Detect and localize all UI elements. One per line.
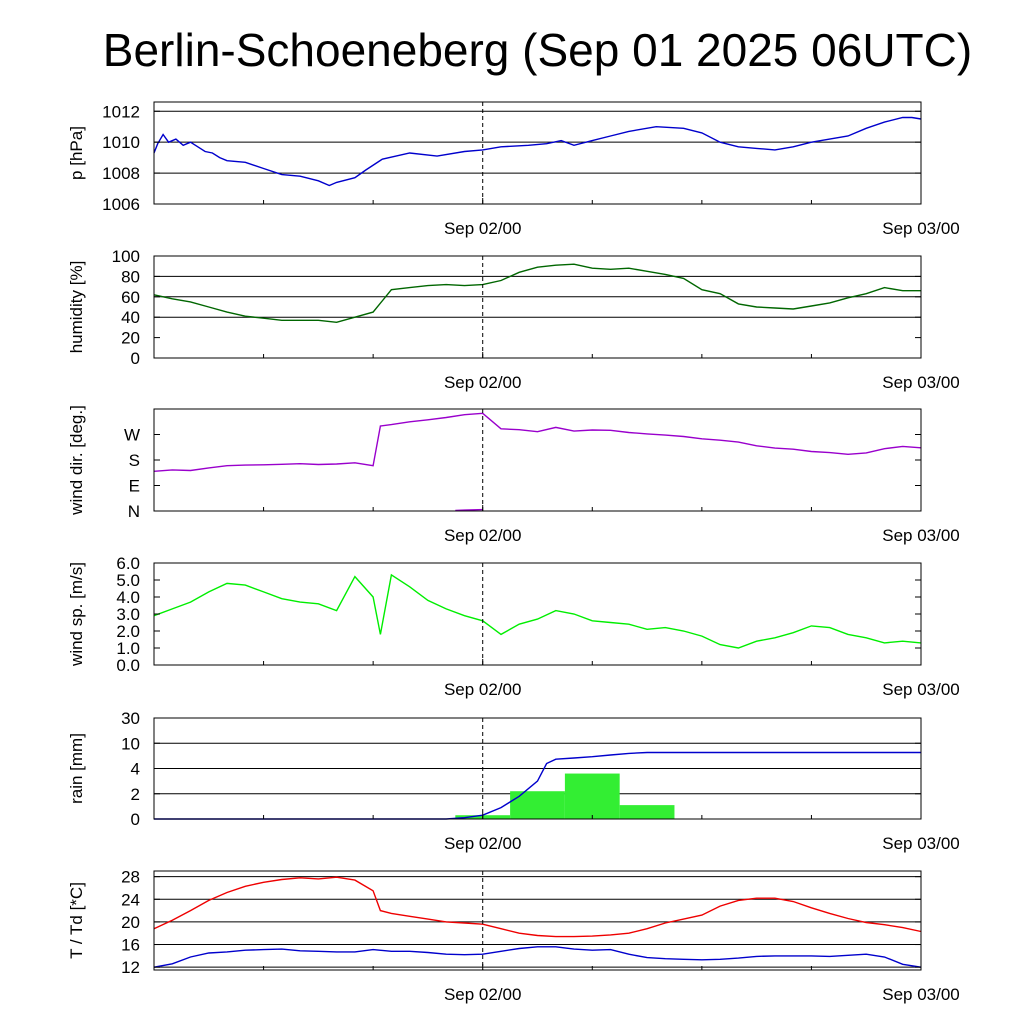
series-line-1 (153, 263, 921, 324)
plot-frame (153, 101, 922, 205)
y-tick-label: 16 (121, 936, 140, 955)
rain-bar (619, 805, 675, 819)
series-line-1 (153, 573, 922, 649)
y-tick-label: 24 (121, 890, 140, 909)
series-line-2 (455, 508, 483, 512)
x-tick-label: Sep 02/00 (444, 373, 522, 392)
panel-5 (153, 717, 922, 820)
plot-frame (153, 408, 922, 512)
y-tick-label: 1008 (102, 164, 140, 183)
y-tick-label: 6.0 (116, 554, 140, 573)
y-axis-label: wind sp. [m/s] (67, 562, 86, 667)
y-tick-label: 20 (121, 913, 140, 932)
y-tick-label: 0.0 (116, 656, 140, 675)
y-tick-label: 1012 (102, 102, 140, 121)
y-tick-label: 1010 (102, 133, 140, 152)
y-tick-label: 1006 (102, 195, 140, 214)
x-tick-label: Sep 03/00 (882, 526, 960, 545)
series-line-1 (153, 116, 922, 187)
x-tick-label: Sep 02/00 (444, 680, 522, 699)
y-tick-label: W (124, 426, 140, 445)
x-tick-label: Sep 02/00 (444, 219, 522, 238)
plot-frame (153, 255, 922, 359)
series-line-1 (154, 751, 921, 820)
y-axis-label: humidity [%] (67, 261, 86, 354)
panel-6 (153, 870, 922, 971)
y-tick-label: 60 (121, 288, 140, 307)
x-tick-label: Sep 02/00 (444, 834, 522, 853)
rain-bar (510, 791, 565, 819)
y-tick-label: 1.0 (116, 639, 140, 658)
y-tick-label: 2 (131, 785, 140, 804)
y-tick-label: 4.0 (116, 588, 140, 607)
y-tick-label: 0 (131, 810, 140, 829)
x-tick-label: Sep 03/00 (882, 985, 960, 1004)
series-line-2 (153, 946, 922, 968)
x-tick-label: Sep 02/00 (444, 985, 522, 1004)
x-tick-label: Sep 03/00 (882, 219, 960, 238)
panel-2 (153, 255, 922, 359)
x-tick-label: Sep 02/00 (444, 526, 522, 545)
y-tick-label: 5.0 (116, 571, 140, 590)
y-tick-label: 12 (121, 958, 140, 977)
y-tick-label: 3.0 (116, 605, 140, 624)
chart-title: Berlin-Schoeneberg (Sep 01 2025 06UTC) (102, 24, 973, 76)
series-line-1 (153, 876, 922, 938)
y-tick-label: 40 (121, 308, 140, 327)
y-tick-label: 2.0 (116, 622, 140, 641)
y-axis-label: T / Td [*C] (67, 882, 86, 959)
panel-3 (153, 408, 922, 512)
y-tick-label: S (129, 451, 140, 470)
y-axis-label: p [hPa] (67, 126, 86, 180)
y-tick-label: 30 (121, 709, 140, 728)
y-tick-label: 100 (112, 247, 140, 266)
series-line-1 (153, 412, 922, 472)
panel-1 (153, 101, 922, 205)
y-tick-label: 10 (121, 734, 140, 753)
plot-frame (153, 562, 922, 666)
y-axis-label: rain [mm] (67, 733, 86, 804)
y-tick-label: 28 (121, 868, 140, 887)
x-tick-label: Sep 03/00 (882, 834, 960, 853)
y-tick-label: 20 (121, 329, 140, 348)
y-tick-label: 80 (121, 267, 140, 286)
rain-bar (564, 773, 620, 819)
y-axis-label: wind dir. [deg.] (67, 405, 86, 516)
y-tick-label: N (128, 502, 140, 521)
y-tick-label: E (129, 477, 140, 496)
x-tick-label: Sep 03/00 (882, 373, 960, 392)
panel-4 (153, 562, 922, 666)
y-tick-label: 4 (131, 760, 140, 779)
x-tick-label: Sep 03/00 (882, 680, 960, 699)
y-tick-label: 0 (131, 349, 140, 368)
plot-frame (153, 870, 922, 971)
